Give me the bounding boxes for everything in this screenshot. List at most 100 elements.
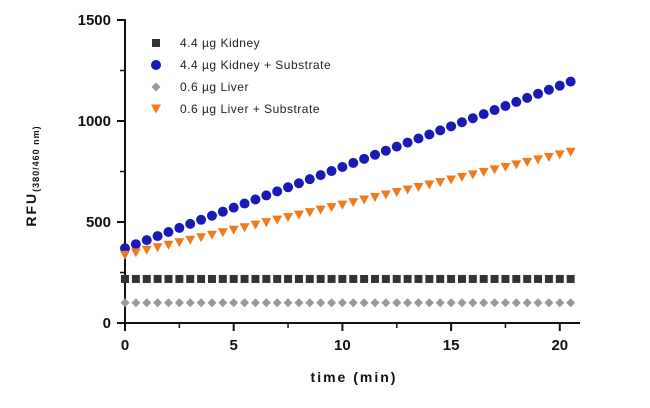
- data-point: [424, 298, 434, 308]
- y-tick-label: 500: [86, 214, 111, 231]
- data-point: [228, 225, 239, 235]
- data-point: [229, 274, 238, 283]
- data-point: [239, 198, 250, 209]
- data-point: [326, 166, 337, 177]
- data-point: [479, 298, 489, 308]
- y-tick-label: 0: [103, 315, 111, 332]
- data-point: [456, 172, 467, 182]
- data-point: [272, 298, 282, 308]
- data-point: [120, 250, 130, 260]
- data-point: [436, 274, 445, 283]
- data-point: [349, 274, 358, 283]
- data-point: [478, 109, 489, 120]
- axes: 0 500 1000 1500 0 5 10 15 20: [78, 12, 580, 354]
- legend: 4.4 µg Kidney 4.4 µg Kidney + Substrate 0.…: [151, 36, 331, 116]
- data-point: [533, 88, 544, 99]
- data-point: [381, 274, 390, 283]
- data-point: [185, 235, 196, 245]
- data-point: [305, 274, 314, 283]
- data-point: [467, 170, 478, 180]
- data-point: [283, 182, 294, 193]
- legend-item: 0.6 µg Liver: [151, 80, 249, 94]
- data-point: [392, 274, 401, 283]
- data-point: [403, 274, 412, 283]
- data-point: [424, 180, 435, 190]
- data-point: [141, 245, 152, 255]
- y-tick-label: 1000: [78, 113, 111, 130]
- data-point: [174, 298, 184, 308]
- data-point: [272, 186, 283, 197]
- data-point: [229, 298, 239, 308]
- legend-marker: [151, 82, 161, 92]
- data-point: [457, 274, 466, 283]
- data-point: [402, 137, 413, 148]
- series-1: [120, 76, 576, 254]
- data-point: [272, 215, 283, 225]
- data-point: [543, 152, 554, 162]
- data-point: [152, 243, 163, 253]
- x-axis-title: time (min): [311, 369, 398, 385]
- data-point: [206, 210, 217, 221]
- data-point: [131, 298, 141, 308]
- data-point: [500, 298, 510, 308]
- data-point: [196, 298, 206, 308]
- data-point: [326, 203, 337, 213]
- data-point: [174, 222, 185, 233]
- data-point: [566, 274, 575, 283]
- data-point: [240, 298, 250, 308]
- data-point: [206, 230, 217, 240]
- series-0: [121, 274, 575, 283]
- data-point: [130, 239, 141, 250]
- data-point: [479, 274, 488, 283]
- data-point: [153, 298, 163, 308]
- data-point: [196, 233, 207, 243]
- data-point: [304, 174, 315, 185]
- data-point: [250, 298, 260, 308]
- data-point: [500, 162, 511, 172]
- data-point: [381, 298, 391, 308]
- data-point: [196, 214, 207, 225]
- data-point: [391, 188, 402, 198]
- data-point: [164, 274, 173, 283]
- data-point: [273, 274, 282, 283]
- data-point: [501, 274, 510, 283]
- data-point: [305, 298, 315, 308]
- data-point: [468, 274, 477, 283]
- data-point: [380, 145, 391, 156]
- data-point: [392, 298, 402, 308]
- data-point: [414, 274, 423, 283]
- data-point: [424, 129, 435, 140]
- data-point: [446, 175, 457, 185]
- data-point: [533, 298, 543, 308]
- data-point: [554, 80, 565, 91]
- data-point: [163, 240, 174, 250]
- data-point: [380, 190, 391, 200]
- data-point: [435, 125, 446, 136]
- data-point: [293, 210, 304, 220]
- data-point: [359, 153, 370, 164]
- data-point: [186, 274, 195, 283]
- data-point: [348, 157, 359, 168]
- data-point: [315, 170, 326, 181]
- data-point: [218, 274, 227, 283]
- data-point: [185, 298, 195, 308]
- data-point: [262, 274, 271, 283]
- data-point: [565, 76, 576, 87]
- data-point: [142, 298, 152, 308]
- data-point: [456, 117, 467, 128]
- data-point: [522, 298, 532, 308]
- data-point: [228, 202, 239, 213]
- data-point: [370, 193, 380, 203]
- data-point: [316, 274, 325, 283]
- data-point: [293, 178, 304, 189]
- data-point: [153, 274, 162, 283]
- data-point: [121, 274, 129, 283]
- data-point: [544, 298, 554, 308]
- data-point: [130, 248, 141, 258]
- data-point: [327, 274, 336, 283]
- data-point: [523, 274, 532, 283]
- legend-label: 0.6 µg Liver: [180, 80, 249, 94]
- data-point: [360, 274, 369, 283]
